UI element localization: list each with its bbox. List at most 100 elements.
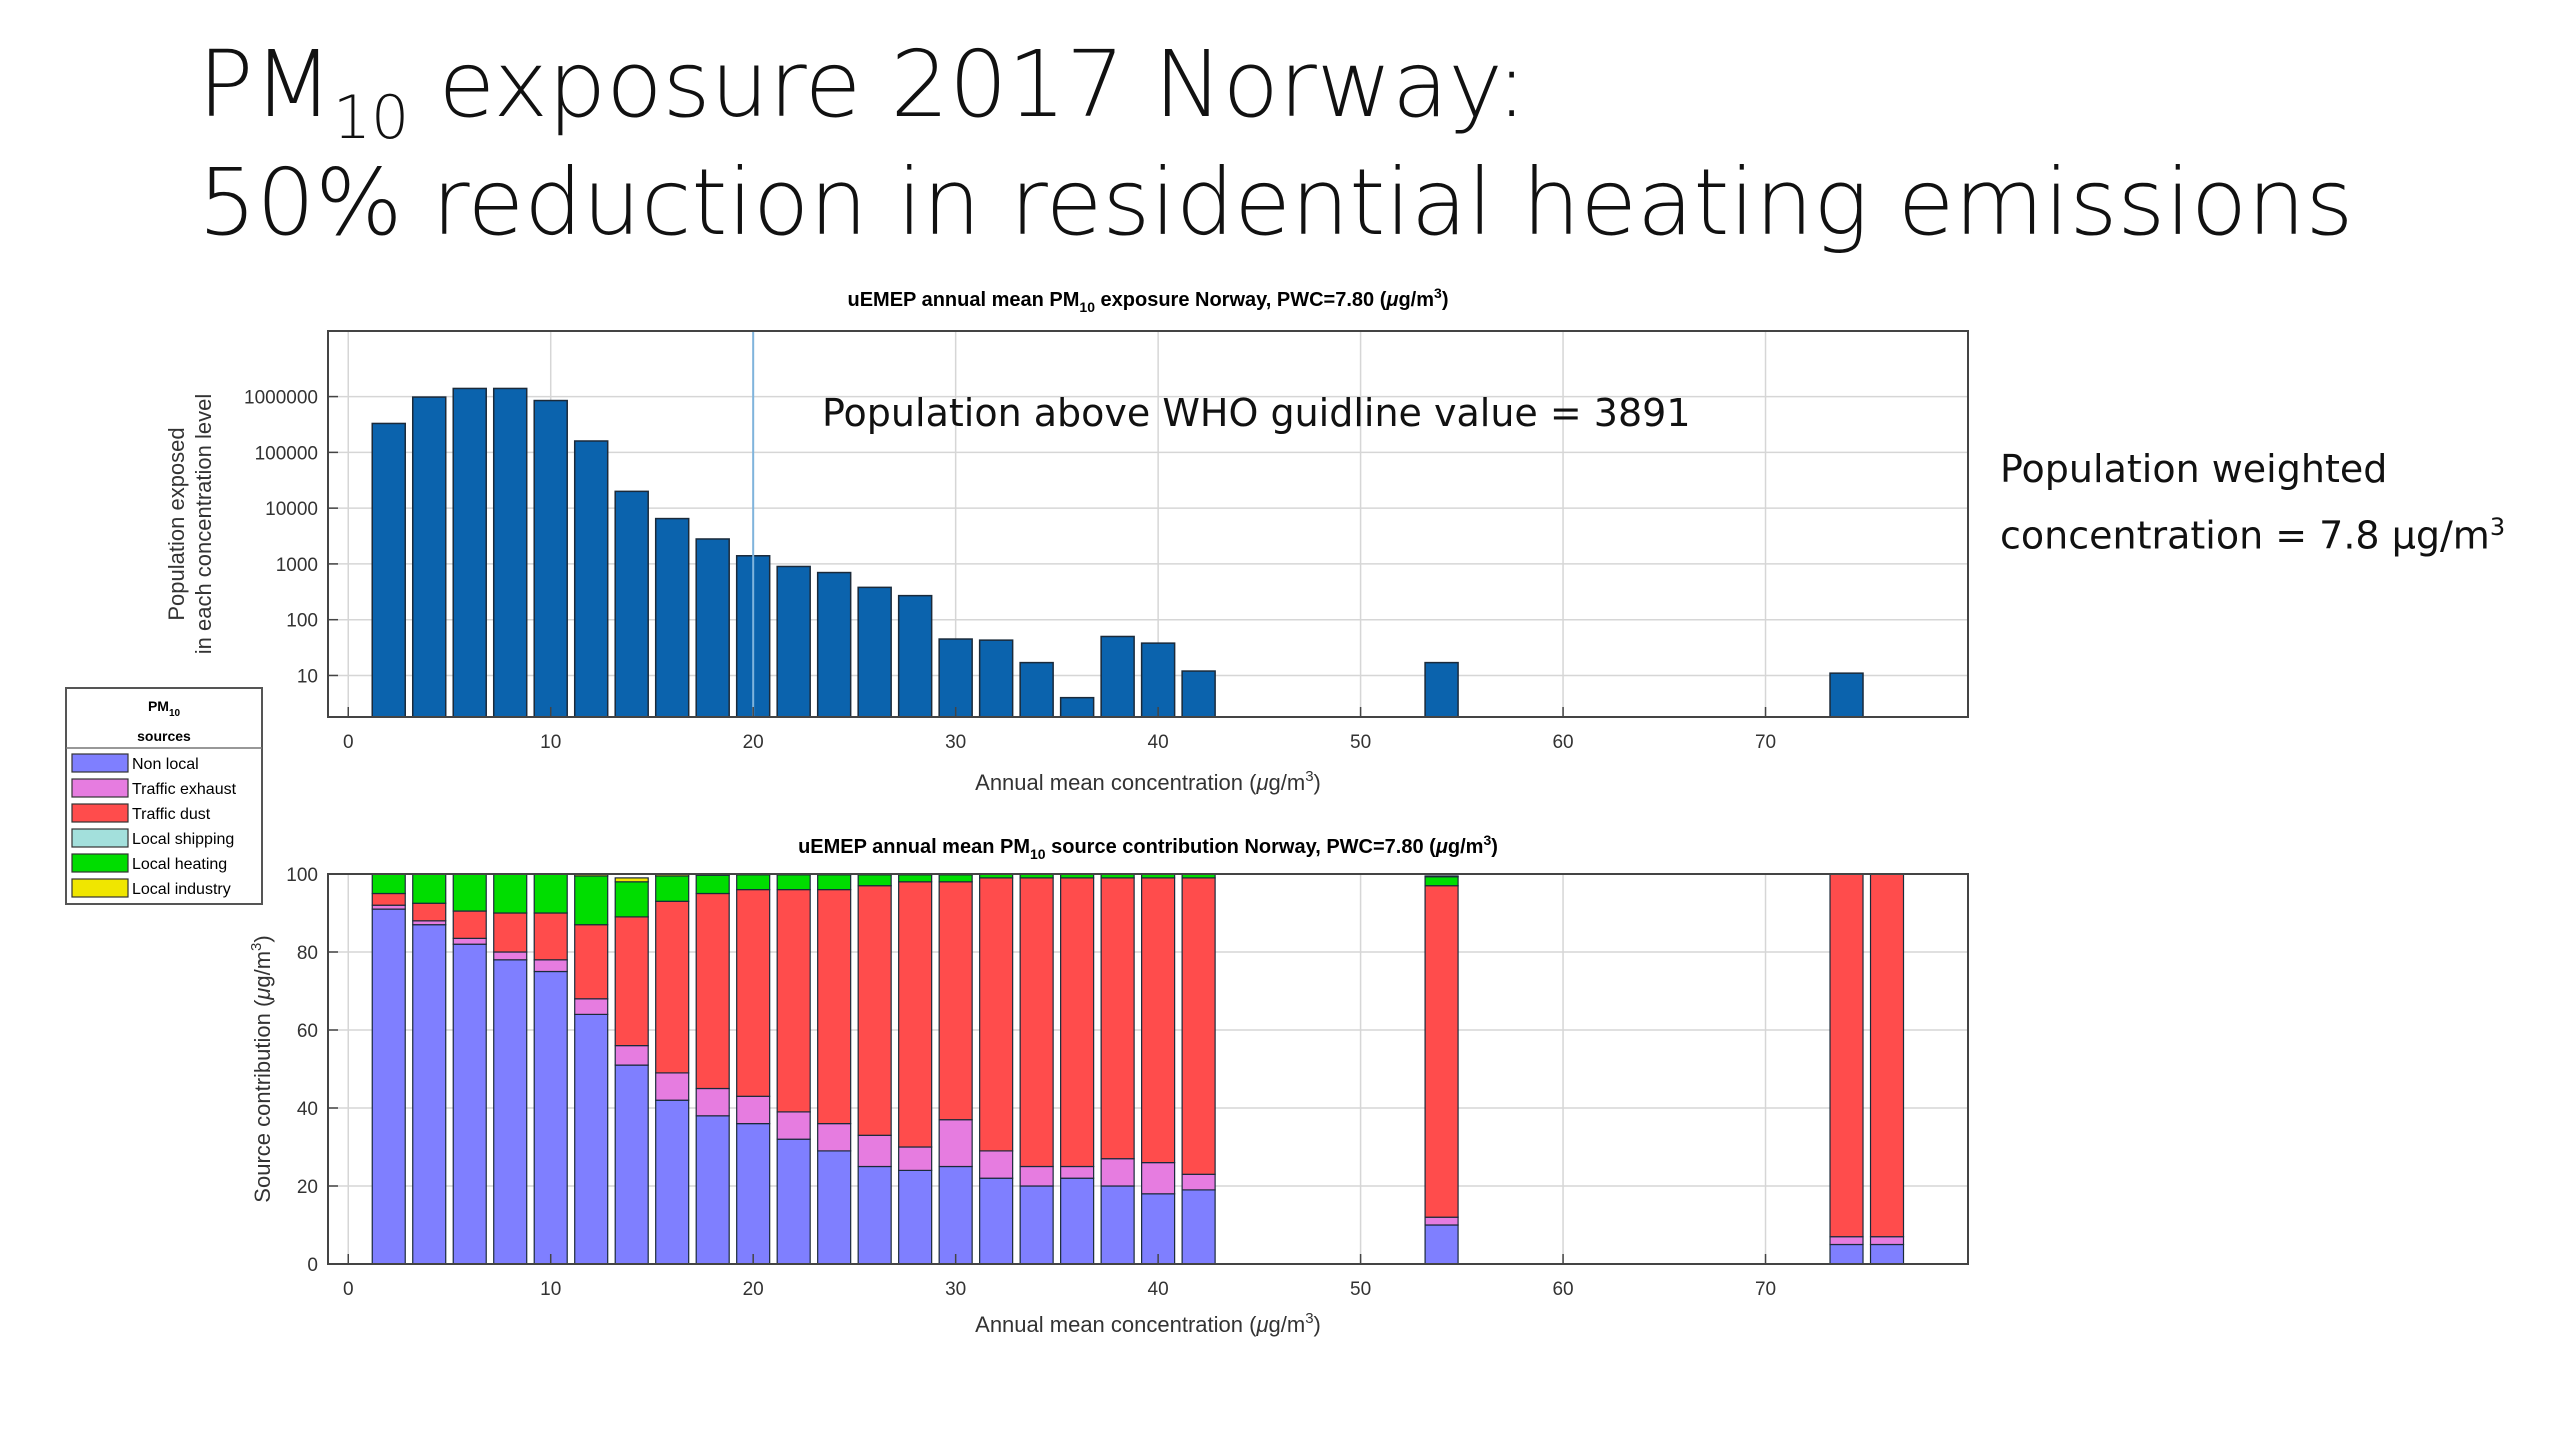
pwc-note-value: concentration = 7.8 µg/m xyxy=(2000,513,2490,558)
exposure-y-axis-label-line-2: in each concentration level xyxy=(191,394,216,655)
legend-label: Non local xyxy=(132,756,199,773)
exposure-x-tick-label: 0 xyxy=(343,732,354,753)
source-segment-traffic-dust xyxy=(412,902,447,922)
source-segment-traffic-exhaust xyxy=(1424,1216,1459,1226)
source-y-ticks: 0 20 40 60 80 100 xyxy=(286,865,338,1276)
source-segment-local-industry xyxy=(614,877,649,883)
source-x-ticks: 0 10 20 30 40 50 60 70 xyxy=(343,1254,1776,1300)
legend-title: PM10 xyxy=(148,698,181,719)
source-segment-non-local xyxy=(1060,1177,1095,1265)
source-plot-frame xyxy=(327,873,1969,1265)
source-segment-traffic-exhaust xyxy=(938,1119,973,1168)
source-segment-local-heating xyxy=(776,874,811,891)
legend-swatch-non-local xyxy=(71,753,129,773)
source-x-tick-label: 0 xyxy=(343,1279,354,1300)
exposure-bar xyxy=(1181,670,1216,718)
source-segment-non-local xyxy=(857,1165,892,1265)
exposure-x-tick-label: 10 xyxy=(540,732,561,753)
exposure-x-tick-label: 20 xyxy=(743,732,764,753)
exposure-bar xyxy=(654,517,690,718)
source-y-tick-label: 60 xyxy=(297,1021,318,1042)
source-segment-local-heating xyxy=(614,881,649,918)
exposure-y-tick-label: 10 xyxy=(297,666,318,687)
source-x-tick-label: 20 xyxy=(743,1279,764,1300)
title-rest: exposure 2017 Norway: xyxy=(409,31,1528,138)
source-contribution-chart: uEMEP annual mean PM10 source contributi… xyxy=(248,832,1969,1337)
source-segment-local-heating xyxy=(817,874,852,891)
source-segment-local-industry xyxy=(1424,875,1459,878)
source-segment-non-local xyxy=(736,1122,771,1265)
source-chart-title: uEMEP annual mean PM10 source contributi… xyxy=(798,832,1498,862)
exposure-bar xyxy=(1424,661,1459,718)
source-segment-traffic-dust xyxy=(776,888,811,1113)
exposure-x-tick-label: 60 xyxy=(1552,732,1573,753)
source-bars xyxy=(371,873,1905,1265)
source-segment-non-local xyxy=(1829,1243,1864,1265)
legend-swatch-local-heating xyxy=(71,853,129,873)
exposure-y-tick-label: 10000 xyxy=(265,499,318,520)
exposure-bar xyxy=(1059,696,1095,718)
source-segment-traffic-dust xyxy=(1060,877,1095,1168)
source-segment-traffic-exhaust xyxy=(1141,1161,1176,1195)
source-segment-non-local xyxy=(533,970,568,1265)
legend-label: Traffic exhaust xyxy=(132,781,237,798)
source-segment-traffic-dust xyxy=(655,900,690,1074)
exposure-bar xyxy=(492,387,528,718)
source-segment-non-local xyxy=(574,1013,609,1265)
legend-items: Non local Traffic exhaust Traffic dust Loca… xyxy=(71,753,237,898)
source-segment-traffic-dust xyxy=(1424,885,1459,1218)
legend-title-2: sources xyxy=(137,728,191,744)
pwc-note-line-1: Population weighted xyxy=(2000,447,2388,491)
exposure-bar xyxy=(533,399,568,718)
source-segment-traffic-dust xyxy=(938,881,973,1121)
exposure-plot-frame xyxy=(327,330,1969,718)
legend-label: Local industry xyxy=(132,881,231,898)
source-segment-traffic-dust xyxy=(533,912,568,961)
legend-swatch-local-industry xyxy=(71,878,129,898)
pwc-note-unit-sup: 3 xyxy=(2489,513,2506,541)
slide-title-line-1: PM10 exposure 2017 Norway: xyxy=(198,26,2498,148)
source-segment-local-heating xyxy=(493,873,528,914)
source-segment-local-heating xyxy=(736,874,771,891)
source-y-axis-label: Source contribution (μg/m3) xyxy=(248,935,275,1202)
source-segment-traffic-dust xyxy=(493,912,528,953)
source-segment-local-heating xyxy=(857,874,892,887)
exposure-bar xyxy=(695,538,730,718)
exposure-y-tick-label: 1000 xyxy=(276,555,318,576)
exposure-bar xyxy=(1019,661,1054,718)
source-segment-traffic-dust xyxy=(695,892,730,1090)
exposure-bar xyxy=(1100,635,1135,718)
source-segment-non-local xyxy=(979,1177,1014,1265)
exposure-y-tick-label: 1000000 xyxy=(244,388,318,409)
source-segment-traffic-exhaust xyxy=(1060,1165,1095,1179)
slide-title: PM10 exposure 2017 Norway: 50% reduction… xyxy=(198,26,2498,262)
source-segment-traffic-exhaust xyxy=(614,1044,649,1066)
source-segment-local-heating xyxy=(938,874,973,883)
source-segment-traffic-exhaust xyxy=(736,1095,771,1125)
exposure-y-axis-label-line-1: Population exposed xyxy=(164,427,189,620)
source-segment-non-local xyxy=(412,924,447,1265)
source-segment-traffic-dust xyxy=(736,888,771,1097)
exposure-bar xyxy=(371,422,406,718)
source-segment-traffic-exhaust xyxy=(1019,1165,1054,1187)
source-segment-local-heating xyxy=(1424,876,1459,887)
legend-label: Local heating xyxy=(132,856,227,873)
source-segment-non-local xyxy=(938,1165,973,1265)
source-segment-traffic-dust xyxy=(1829,873,1864,1238)
source-segment-non-local xyxy=(776,1138,811,1265)
source-segment-traffic-dust xyxy=(574,924,609,1000)
source-segment-traffic-dust xyxy=(452,910,487,939)
source-segment-traffic-dust xyxy=(979,877,1014,1152)
source-segment-non-local xyxy=(695,1115,730,1265)
source-segment-local-heating xyxy=(452,873,487,912)
source-segment-non-local xyxy=(1181,1189,1216,1265)
exposure-x-tick-label: 70 xyxy=(1755,732,1776,753)
source-segment-traffic-exhaust xyxy=(533,959,568,973)
exposure-chart-title: uEMEP annual mean PM10 exposure Norway, … xyxy=(848,285,1449,315)
source-x-axis-label: Annual mean concentration (μg/m3) xyxy=(975,1310,1321,1337)
exposure-bar xyxy=(1829,672,1864,718)
source-segment-traffic-exhaust xyxy=(452,937,487,945)
source-segment-non-local xyxy=(898,1169,933,1265)
source-segment-local-heating xyxy=(898,874,933,883)
